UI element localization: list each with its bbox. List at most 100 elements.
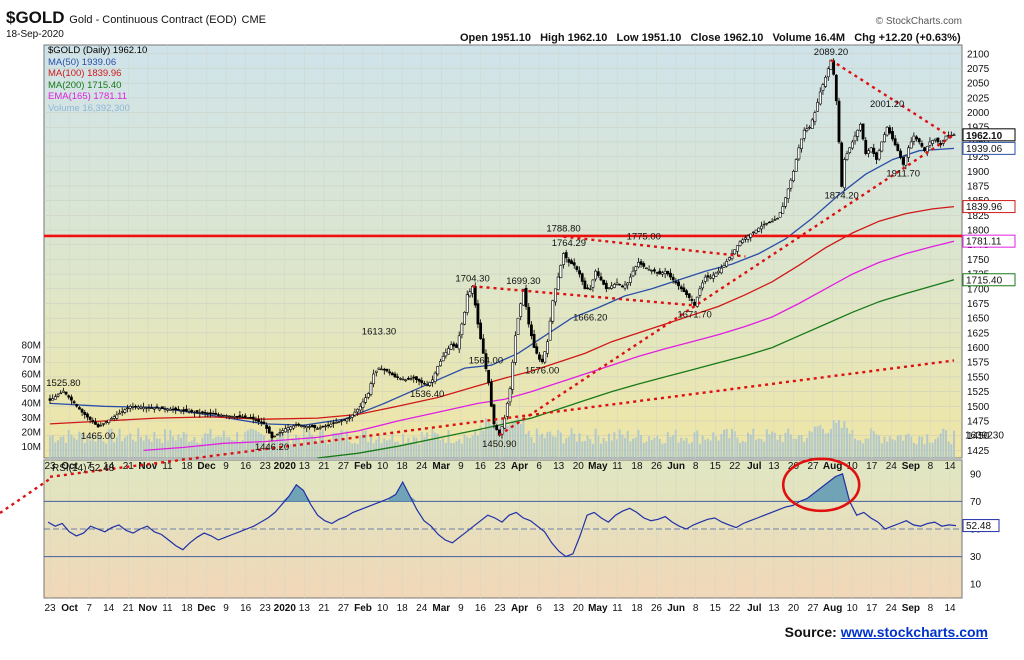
volume-bar: [787, 428, 790, 458]
candle-body: [687, 293, 691, 298]
trendline-extension: [0, 477, 51, 514]
candle-body: [388, 371, 392, 374]
price-annotation: 1613.30: [362, 327, 396, 338]
volume-bar: [356, 443, 359, 458]
volume-bar: [105, 443, 108, 458]
volume-bar: [466, 437, 469, 458]
price-annotation: 1576.00: [525, 366, 559, 377]
rsi-x-axis-label: 10: [847, 603, 859, 614]
candle-body: [80, 409, 84, 413]
volume-bar: [859, 440, 862, 458]
volume-bar: [468, 438, 471, 458]
volume-bar: [303, 428, 306, 458]
volume-bar: [907, 433, 910, 458]
volume-bar: [78, 431, 81, 458]
candle-body: [123, 409, 127, 413]
candle-body: [78, 407, 81, 410]
volume-bar: [533, 442, 536, 458]
volume-bar: [225, 436, 228, 458]
source-link[interactable]: www.stockcharts.com: [840, 624, 988, 640]
volume-bar: [287, 428, 290, 458]
candle-body: [171, 408, 175, 411]
volume-bar: [763, 441, 766, 458]
candle-body: [107, 419, 111, 423]
volume-bar: [554, 437, 557, 458]
volume-bar: [864, 438, 867, 458]
volume-bar: [238, 442, 241, 458]
candle-body: [682, 287, 686, 293]
rsi-tick-label: 70: [970, 497, 982, 508]
candle-body: [182, 409, 186, 412]
volume-bar: [805, 437, 808, 458]
price-tick-label: 1825: [967, 211, 990, 222]
volume-bar: [624, 437, 627, 458]
volume-bar: [380, 443, 383, 458]
price-tick-label: 1525: [967, 387, 990, 398]
candle-body: [302, 425, 306, 428]
candle-body: [634, 266, 638, 271]
price-tick-label: 1875: [967, 181, 990, 192]
rsi-x-axis-label: 24: [416, 603, 428, 614]
candle-body: [374, 370, 378, 373]
candle-body: [431, 379, 434, 383]
x-axis-label: 10: [847, 461, 859, 472]
candle-body: [909, 141, 913, 149]
candle-body: [594, 270, 598, 280]
candle-body: [821, 84, 825, 91]
x-axis-label: 11: [162, 461, 173, 472]
volume-bar: [773, 432, 776, 458]
volume-bar: [648, 436, 651, 458]
volume-bar: [185, 433, 188, 458]
volume-bar: [640, 435, 643, 458]
x-axis-label: 8: [928, 461, 934, 472]
candle-body: [310, 424, 314, 428]
price-value-tag: [962, 128, 1016, 142]
candle-body: [166, 408, 170, 411]
price-annotation: 1525.80: [46, 378, 80, 389]
candle-body: [115, 414, 119, 419]
x-axis-label: 24: [416, 461, 428, 472]
volume-bar: [289, 444, 292, 458]
volume-bar: [91, 433, 94, 458]
volume-bar: [503, 418, 506, 458]
volume-bar: [254, 430, 257, 458]
candle-body: [564, 252, 568, 259]
candle-body: [842, 159, 846, 189]
rsi-x-axis-label: Sep: [902, 603, 920, 614]
candle-body: [358, 406, 362, 411]
trendline: [472, 285, 695, 307]
candle-body: [158, 408, 162, 411]
candle-body: [637, 262, 640, 268]
rsi-x-axis-label: 27: [807, 603, 819, 614]
candle-body: [219, 414, 223, 417]
volume-bar: [736, 437, 739, 458]
volume-bar: [934, 439, 937, 458]
candle-body: [401, 378, 405, 381]
volume-bar: [83, 442, 86, 458]
candle-body: [289, 426, 293, 430]
candle-body: [628, 276, 632, 283]
candle-body: [404, 379, 408, 382]
candle-body: [856, 129, 860, 137]
volume-bar: [546, 432, 549, 458]
candle-body: [96, 424, 100, 428]
volume-bar: [495, 421, 498, 458]
price-tick-label: 1700: [967, 284, 990, 295]
candle-body: [677, 281, 680, 287]
x-axis-label: 9: [223, 461, 229, 472]
volume-bar: [557, 429, 560, 458]
candle-body: [241, 416, 244, 419]
candle-body: [770, 220, 774, 223]
volume-bar: [522, 416, 525, 458]
volume-bar: [923, 444, 926, 458]
volume-bar: [391, 431, 394, 458]
candle-body: [671, 276, 675, 281]
rsi-value-tag: [962, 519, 1000, 533]
price-tick-label: 1900: [967, 167, 990, 178]
volume-bar: [744, 442, 747, 458]
price-tick-label: 1925: [967, 152, 990, 163]
volume-bar: [878, 435, 881, 458]
candle-body: [460, 323, 464, 335]
x-axis-label: 14: [103, 461, 115, 472]
candle-body: [778, 212, 782, 218]
